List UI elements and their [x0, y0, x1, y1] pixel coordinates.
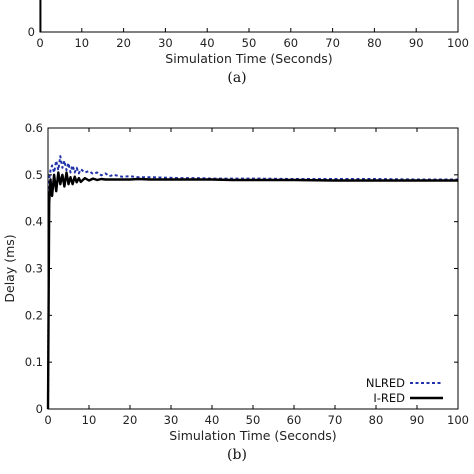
y-ticks-a: 0 — [28, 25, 35, 39]
plot-area-a — [39, 0, 459, 33]
x-tick-label-a: 10 — [74, 36, 89, 50]
y-tick-label-b: 0.5 — [25, 168, 43, 182]
y-tick-label-b: 0 — [36, 402, 43, 416]
chart-panel-b: 0 0.1 0.2 0.3 0.4 0.5 0.6 0 10 20 30 40 50 60 70 80 90 1… — [2, 121, 469, 463]
y-tick-label-b: 0.2 — [25, 308, 43, 322]
x-tick-label-a: 80 — [367, 36, 382, 50]
y-tick-label-a: 0 — [28, 25, 35, 39]
x-tick-label-b: 10 — [82, 413, 97, 427]
y-tick-label-b: 0.3 — [25, 262, 43, 276]
legend-label-nlred: NLRED — [366, 376, 405, 390]
legend: NLRED I-RED — [366, 376, 443, 405]
x-tick-label-a: 100 — [447, 36, 469, 50]
x-tick-label-b: 30 — [164, 413, 179, 427]
x-tick-label-b: 0 — [44, 413, 51, 427]
plot-area-b — [47, 127, 459, 410]
series-line-nlred — [47, 155, 458, 410]
x-axis-label-a: Simulation Time (Seconds) — [165, 51, 332, 66]
series-line-i-red — [46, 171, 458, 410]
y-tick-label-b: 0.6 — [25, 121, 43, 135]
y-tick-label-b: 0.1 — [25, 355, 43, 369]
legend-label-i-red: I-RED — [373, 391, 405, 405]
x-tick-label-a: 40 — [200, 36, 215, 50]
y-tick-label-b: 0.4 — [25, 215, 43, 229]
x-tick-label-b: 60 — [287, 413, 302, 427]
x-ticks-b: 0 10 20 30 40 50 60 70 80 90 100 — [44, 128, 469, 427]
x-tick-label-b: 70 — [328, 413, 343, 427]
y-ticks-b: 0 0.1 0.2 0.3 0.4 0.5 0.6 — [25, 121, 458, 416]
x-tick-label-b: 20 — [123, 413, 138, 427]
panel-caption-b: (b) — [227, 447, 247, 463]
chart-panel-a: 0 0 10 20 30 40 50 60 70 80 90 100 Simulation Time… — [28, 0, 469, 86]
series-layer-b — [46, 155, 458, 410]
x-tick-label-b: 40 — [205, 413, 220, 427]
x-tick-label-a: 0 — [36, 36, 43, 50]
panel-caption-a: (a) — [227, 70, 246, 86]
x-tick-label-b: 90 — [410, 413, 425, 427]
x-axis-label-b: Simulation Time (Seconds) — [169, 428, 336, 443]
y-axis-label-b: Delay (ms) — [2, 234, 17, 302]
x-tick-label-a: 90 — [409, 36, 424, 50]
x-tick-label-b: 100 — [447, 413, 469, 427]
x-tick-label-a: 30 — [158, 36, 173, 50]
x-tick-label-a: 60 — [283, 36, 298, 50]
x-ticks-a: 0 10 20 30 40 50 60 70 80 90 100 — [36, 28, 469, 50]
x-tick-label-b: 80 — [369, 413, 384, 427]
x-tick-label-b: 50 — [246, 413, 261, 427]
x-tick-label-a: 70 — [325, 36, 340, 50]
x-tick-label-a: 20 — [116, 36, 131, 50]
x-tick-label-a: 50 — [242, 36, 257, 50]
